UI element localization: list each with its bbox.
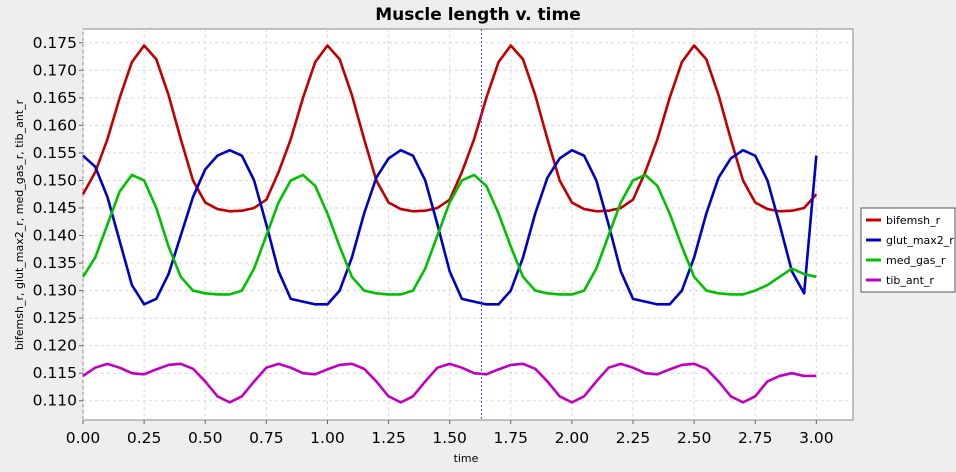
- y-tick-label: 0.145: [33, 199, 77, 217]
- y-axis: 0.110 0.115 0.120 0.125 0.130 0.135 0.140 0.145…: [33, 34, 83, 410]
- legend: bifemsh_r glut_max2_r med_gas_r tib_ant_r: [860, 207, 956, 293]
- x-axis: 0.00 0.25 0.50 0.75 1.00 1.25 1.50 1.75 2.00 2.25…: [66, 420, 834, 447]
- x-tick-label: 0.25: [127, 429, 162, 447]
- plot-area[interactable]: [82, 28, 854, 421]
- x-tick-label: 3.00: [799, 429, 834, 447]
- legend-label: med_gas_r: [886, 254, 946, 267]
- x-tick-label: 2.00: [555, 429, 590, 447]
- x-tick-label: 2.75: [738, 429, 773, 447]
- y-tick-label: 0.170: [33, 61, 77, 79]
- grid-lines: [82, 29, 853, 420]
- x-tick-label: 1.75: [494, 429, 529, 447]
- x-tick-label: 1.00: [310, 429, 345, 447]
- legend-box: [860, 207, 956, 293]
- series-line-med-gas-r: [81, 173, 817, 296]
- y-tick-label: 0.150: [33, 171, 77, 189]
- series-line-glut-max2-r: [82, 148, 818, 306]
- y-tick-label: 0.130: [33, 282, 77, 300]
- y-axis-label: bifemsh_r, glut_max2_r, med_gas_r, tib_a…: [13, 99, 26, 350]
- x-tick-label: 0.50: [188, 429, 223, 447]
- series-line-tib-ant-r: [82, 362, 817, 404]
- x-tick-label: 1.25: [371, 429, 406, 447]
- y-tick-label: 0.110: [33, 392, 77, 410]
- series-lines: [81, 44, 818, 404]
- y-tick-label: 0.120: [33, 337, 77, 355]
- y-tick-label: 0.125: [33, 309, 77, 327]
- y-tick-label: 0.160: [33, 116, 77, 134]
- legend-label: tib_ant_r: [886, 274, 934, 287]
- y-tick-label: 0.155: [33, 144, 77, 162]
- x-axis-label: time: [454, 452, 479, 465]
- legend-label: bifemsh_r: [886, 214, 941, 227]
- x-tick-label: 0.75: [249, 429, 284, 447]
- x-tick-label: 1.50: [432, 429, 467, 447]
- x-tick-label: 2.25: [616, 429, 651, 447]
- chart-title: Muscle length v. time: [375, 5, 581, 25]
- y-tick-label: 0.175: [33, 34, 77, 52]
- y-tick-label: 0.115: [33, 364, 77, 382]
- x-tick-label: 0.00: [66, 429, 101, 447]
- y-tick-label: 0.140: [33, 227, 77, 245]
- series-line-bifemsh-r: [81, 44, 818, 213]
- y-tick-label: 0.135: [33, 254, 77, 272]
- legend-label: glut_max2_r: [886, 234, 954, 247]
- y-tick-label: 0.165: [33, 89, 77, 107]
- x-tick-label: 2.50: [677, 429, 712, 447]
